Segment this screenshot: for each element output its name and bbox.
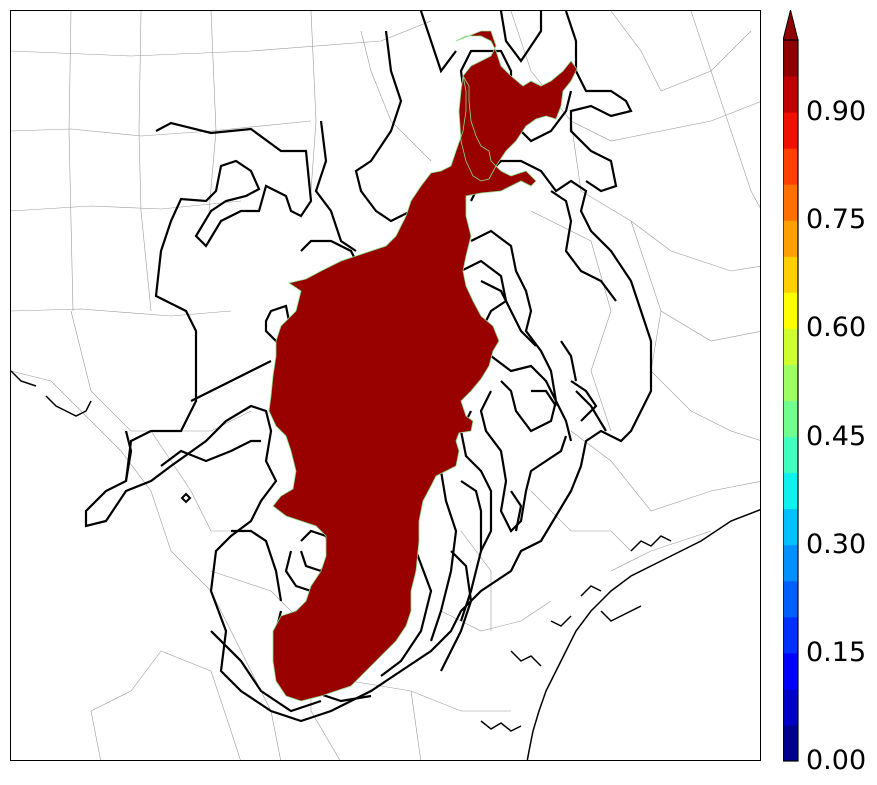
colorbar-segment [783, 76, 798, 113]
colorbar-segments [783, 40, 798, 762]
colorbar-segment [783, 724, 798, 762]
colorbar-segment [783, 472, 798, 510]
colorbar-segment [783, 652, 798, 690]
colorbar-segment [783, 40, 798, 77]
colorbar-tick-label: 0.60 [806, 312, 867, 344]
county-boundaries [11, 11, 760, 760]
colorbar-extend-arrow [783, 10, 799, 41]
colorbar-segment [783, 256, 798, 293]
colorbar [783, 10, 799, 762]
coastline [11, 370, 760, 760]
colorbar-frame [783, 39, 799, 762]
colorbar-segment [783, 364, 798, 401]
colorbar-tick-label: 0.15 [806, 636, 867, 668]
forecast-contours [84, 11, 653, 723]
colorbar-segment [783, 436, 798, 474]
colorbar-segment [783, 328, 798, 365]
colorbar-segment [783, 220, 798, 257]
colorbar-segment [783, 292, 798, 329]
colorbar-segment [783, 688, 798, 726]
colorbar-segment [783, 400, 798, 438]
colorbar-segment [783, 616, 798, 654]
colorbar-segment [783, 544, 798, 582]
colorbar-segment [783, 148, 798, 185]
colorbar-segment [783, 508, 798, 546]
colorbar-segment [783, 184, 798, 221]
colorbar-tick-label: 0.75 [806, 204, 867, 236]
colorbar-tick-label: 0.45 [806, 420, 867, 452]
colorbar-tick-label: 0.00 [806, 745, 867, 776]
probability-map [11, 11, 760, 760]
colorbar-tick-label: 0.30 [806, 528, 867, 560]
map-panel [10, 10, 761, 761]
high-probability-region [268, 30, 578, 702]
colorbar-segment [783, 580, 798, 618]
colorbar-segment [783, 112, 798, 149]
colorbar-tick-label: 0.90 [806, 96, 867, 128]
